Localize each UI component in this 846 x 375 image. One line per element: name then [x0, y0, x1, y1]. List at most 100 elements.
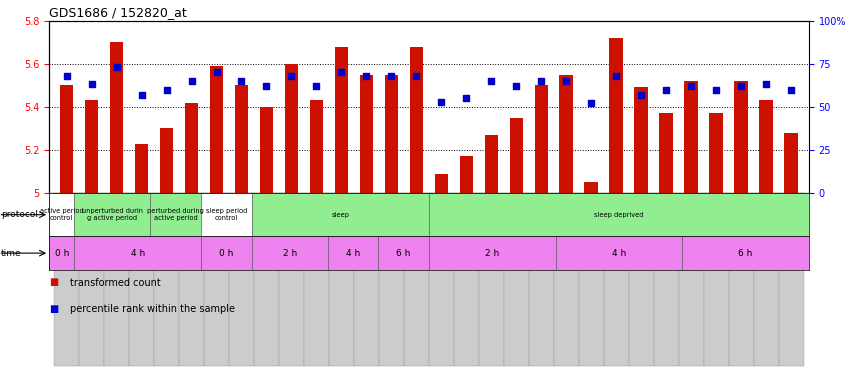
Bar [160, 129, 173, 193]
Text: sleep period
control: sleep period control [206, 208, 247, 221]
Bar [379, 193, 404, 366]
Bar [556, 236, 682, 270]
Point [335, 69, 349, 75]
Bar [49, 193, 74, 236]
Text: transformed count: transformed count [70, 278, 161, 288]
Bar [49, 236, 74, 270]
Bar [734, 81, 748, 193]
Text: 4 h: 4 h [130, 249, 145, 258]
Bar [284, 64, 299, 193]
Bar [334, 46, 349, 193]
Bar [251, 193, 429, 236]
Bar [710, 113, 723, 193]
Text: time: time [1, 249, 21, 258]
Text: ■: ■ [49, 278, 58, 288]
Bar [179, 193, 204, 366]
Bar [485, 135, 498, 193]
Bar [554, 193, 579, 366]
Bar [151, 193, 201, 236]
Bar [327, 236, 378, 270]
Bar [354, 193, 379, 366]
Bar [629, 193, 654, 366]
Text: GDS1686 / 152820_at: GDS1686 / 152820_at [49, 6, 187, 20]
Text: ■: ■ [49, 304, 58, 314]
Bar [459, 156, 473, 193]
Bar [74, 236, 201, 270]
Bar [154, 193, 179, 366]
Point [784, 87, 798, 93]
Bar [429, 193, 454, 366]
Point [710, 87, 723, 93]
Bar [135, 144, 148, 193]
Bar [110, 42, 124, 193]
Point [110, 64, 124, 70]
Bar [660, 113, 673, 193]
Bar [654, 193, 678, 366]
Point [459, 95, 473, 101]
Point [135, 92, 148, 98]
Bar [535, 86, 548, 193]
Text: active period
control: active period control [40, 208, 84, 221]
Bar [760, 100, 773, 193]
Bar [85, 100, 98, 193]
Bar [435, 174, 448, 193]
Text: perturbed during
active period: perturbed during active period [147, 208, 204, 221]
Bar [704, 193, 728, 366]
Point [285, 73, 299, 79]
Text: 2 h: 2 h [283, 249, 297, 258]
Point [409, 73, 423, 79]
Bar [529, 193, 554, 366]
Bar [201, 236, 251, 270]
Bar [585, 182, 598, 193]
Bar [304, 193, 329, 366]
Bar [254, 193, 279, 366]
Bar [201, 193, 251, 236]
Bar [479, 193, 504, 366]
Bar [279, 193, 304, 366]
Bar [184, 103, 198, 193]
Bar [385, 75, 398, 193]
Bar [682, 236, 809, 270]
Point [610, 73, 624, 79]
Bar [609, 38, 624, 193]
Point [559, 78, 573, 84]
Bar [210, 66, 223, 193]
Bar [454, 193, 479, 366]
Point [435, 99, 448, 105]
Bar [579, 193, 604, 366]
Bar [129, 193, 154, 366]
Bar [728, 193, 754, 366]
Point [184, 78, 198, 84]
Bar [754, 193, 779, 366]
Bar [429, 236, 556, 270]
Text: 4 h: 4 h [612, 249, 626, 258]
Point [485, 78, 498, 84]
Bar [678, 193, 704, 366]
Point [684, 83, 698, 89]
Bar [229, 193, 254, 366]
Text: 2 h: 2 h [485, 249, 499, 258]
Text: 6 h: 6 h [739, 249, 753, 258]
Point [535, 78, 548, 84]
Text: sleep deprived: sleep deprived [594, 211, 644, 217]
Bar [360, 75, 373, 193]
Text: 0 h: 0 h [54, 249, 69, 258]
Bar [504, 193, 529, 366]
Point [634, 92, 648, 98]
Point [360, 73, 373, 79]
Point [760, 81, 773, 87]
Bar [310, 100, 323, 193]
Point [85, 81, 98, 87]
Text: sleep: sleep [332, 211, 349, 217]
Bar [54, 193, 79, 366]
Point [385, 73, 398, 79]
Point [260, 83, 273, 89]
Bar [260, 107, 273, 193]
Point [585, 100, 598, 106]
Bar [234, 86, 249, 193]
Bar [378, 236, 429, 270]
Bar [60, 86, 74, 193]
Bar [204, 193, 229, 366]
Text: 0 h: 0 h [219, 249, 233, 258]
Bar [604, 193, 629, 366]
